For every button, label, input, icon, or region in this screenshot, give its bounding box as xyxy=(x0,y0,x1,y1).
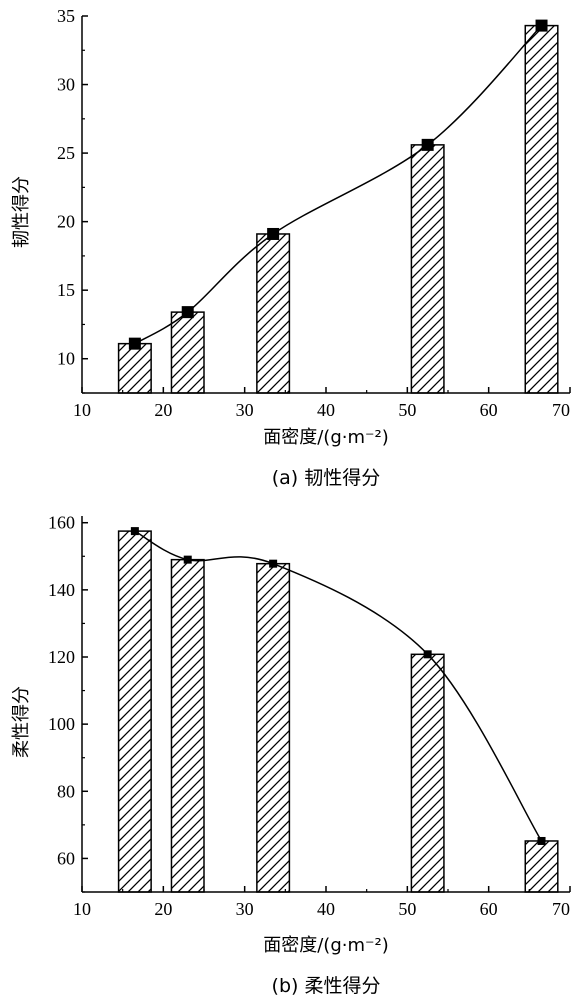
y-tick-label: 60 xyxy=(57,848,75,868)
trend-line xyxy=(134,25,543,345)
x-axis-title: 面密度/(g·m⁻²) xyxy=(263,427,389,448)
x-tick-label: 60 xyxy=(480,400,498,420)
bar xyxy=(410,653,445,893)
bar xyxy=(256,233,291,394)
y-tick-label: 140 xyxy=(48,580,75,600)
x-tick-label: 50 xyxy=(398,899,416,919)
marker-series xyxy=(128,19,548,350)
data-point-marker xyxy=(130,527,139,536)
data-point-marker xyxy=(535,19,548,32)
x-tick-label: 20 xyxy=(154,899,172,919)
x-tick-label: 60 xyxy=(480,899,498,919)
chart-caption: (b) 柔性得分 xyxy=(272,975,381,997)
y-axis-ticks: 60 80 100 120 140 160 xyxy=(48,513,88,893)
y-tick-label: 120 xyxy=(48,647,75,667)
x-tick-label: 20 xyxy=(154,400,172,420)
x-tick-label: 70 xyxy=(552,400,570,420)
x-axis-title: 面密度/(g·m⁻²) xyxy=(263,935,389,956)
data-point-marker xyxy=(181,306,194,319)
bar xyxy=(170,311,205,394)
trend-curve xyxy=(134,25,543,345)
data-point-marker xyxy=(423,650,432,659)
x-tick-label: 40 xyxy=(317,899,335,919)
y-tick-label: 100 xyxy=(48,714,75,734)
x-tick-label: 30 xyxy=(236,899,254,919)
y-tick-label: 35 xyxy=(57,6,75,26)
bar xyxy=(524,840,559,893)
x-tick-label: 50 xyxy=(398,400,416,420)
x-tick-label: 40 xyxy=(317,400,335,420)
x-tick-label: 70 xyxy=(552,899,570,919)
y-axis-title: 韧性得分 xyxy=(11,176,32,248)
data-point-marker xyxy=(269,559,278,568)
x-axis-ticks: 10 20 30 40 50 60 70 xyxy=(73,886,571,919)
data-point-marker xyxy=(421,138,434,151)
plot-frame xyxy=(81,516,570,893)
y-tick-label: 25 xyxy=(57,143,75,163)
x-tick-label: 10 xyxy=(73,400,91,420)
bar xyxy=(410,144,445,394)
y-axis-title: 柔性得分 xyxy=(11,686,32,758)
bar xyxy=(524,24,559,394)
y-tick-label: 10 xyxy=(57,349,75,369)
chart-panel-flexibility: 10 20 30 40 50 60 70 60 80 100 120 140 160 面密度/(g·m… xyxy=(11,513,571,997)
x-tick-label: 30 xyxy=(236,400,254,420)
y-axis-ticks: 10 15 20 25 30 35 xyxy=(57,6,88,394)
y-tick-label: 30 xyxy=(57,75,75,95)
y-tick-label: 160 xyxy=(48,513,75,533)
bar-series xyxy=(117,530,559,893)
y-tick-label: 20 xyxy=(57,212,75,232)
x-axis-ticks: 10 20 30 40 50 60 70 xyxy=(73,387,571,420)
bar-series xyxy=(117,24,559,394)
data-point-marker xyxy=(183,555,192,564)
data-point-marker xyxy=(267,227,280,240)
y-tick-label: 80 xyxy=(57,781,75,801)
bar xyxy=(117,530,152,893)
chart-caption: (a) 韧性得分 xyxy=(272,467,381,489)
bar xyxy=(117,342,152,394)
x-tick-label: 10 xyxy=(73,899,91,919)
data-point-marker xyxy=(128,337,141,350)
data-point-marker xyxy=(537,836,546,845)
bar xyxy=(256,562,291,893)
y-tick-label: 15 xyxy=(57,280,75,300)
marker-series xyxy=(130,527,546,845)
bar xyxy=(170,558,205,893)
